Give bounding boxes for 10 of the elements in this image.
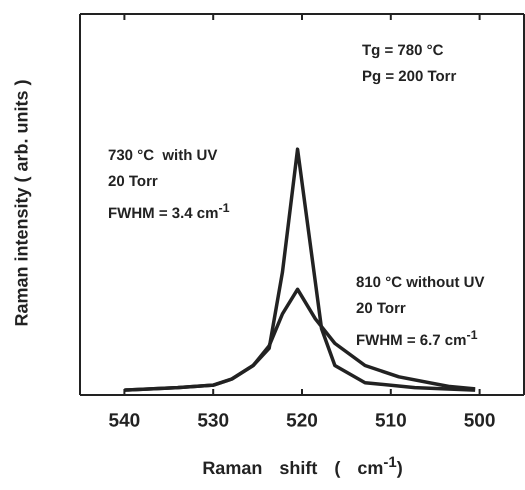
x-tick-label: 510 xyxy=(374,410,407,432)
x-tick-label: 540 xyxy=(108,410,140,432)
x-tick-label: 500 xyxy=(464,410,496,432)
annotation: 730 °C with UV 20 Torr FWHM = 3.4 cm$^{-1}$ xyxy=(108,147,230,222)
annotation: 810 °C without UV 20 Torr FWHM = 6.7 cm$^{-1}$ xyxy=(356,274,485,349)
x-axis-title: Raman shift ( cm$^{-1}$) xyxy=(202,454,403,478)
x-tick-label: 520 xyxy=(286,410,318,432)
x-tick-label: 530 xyxy=(197,410,230,432)
text: Tg = 780 °C Pg = 200 Torr xyxy=(362,42,456,85)
y-axis-title: Raman intensity ( arb. units ) xyxy=(12,79,32,327)
